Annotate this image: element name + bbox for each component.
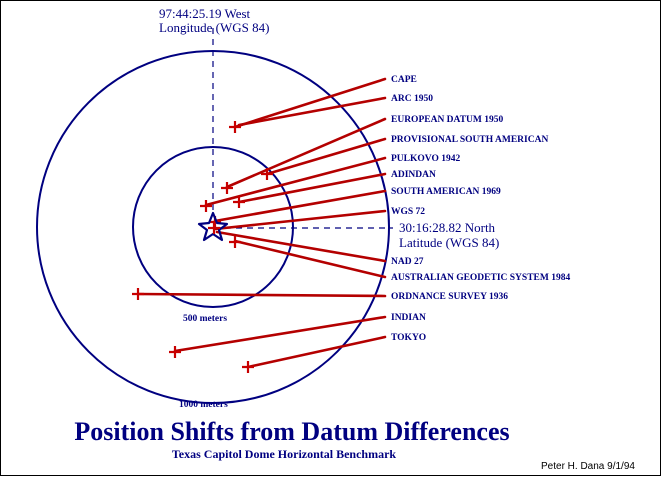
author-credit: Peter H. Dana 9/1/94 [541, 461, 635, 472]
datum-label-european-1950: EUROPEAN DATUM 1950 [391, 115, 503, 125]
page-title: Position Shifts from Datum Differences [74, 417, 509, 446]
outer-ring-label: 1000 meters [179, 400, 228, 410]
datum-markers [132, 121, 273, 373]
latitude-label: Latitude (WGS 84) [399, 235, 499, 250]
datum-label-ordnance-survey-1936: ORDNANCE SURVEY 1936 [391, 292, 508, 302]
datum-labels: CAPE ARC 1950 EUROPEAN DATUM 1950 PROVIS… [391, 75, 570, 343]
leader-line-european-1950 [225, 117, 387, 189]
datum-label-south-american-1969: SOUTH AMERICAN 1969 [391, 187, 501, 197]
marker-european-1950 [221, 182, 233, 194]
leader-line-wgs-72 [213, 209, 387, 231]
datum-shift-group [136, 77, 387, 369]
leader-line-tokyo [246, 335, 387, 369]
leader-line-pulkovo-1942 [204, 156, 387, 207]
marker-tokyo [242, 361, 254, 373]
marker-provisional-south-american [261, 168, 273, 180]
datum-label-arc-1950: ARC 1950 [391, 94, 433, 104]
page-subtitle: Texas Capitol Dome Horizontal Benchmark [172, 447, 397, 461]
marker-australian-1984 [229, 236, 241, 248]
leader-line-south-american-1969 [213, 189, 387, 223]
leader-line-arc-1950 [237, 96, 387, 127]
leader-line-australian-1984 [233, 239, 387, 279]
leader-line-cape [233, 77, 387, 129]
leader-line-adindan [237, 172, 387, 204]
marker-pulkovo-1942 [200, 200, 212, 212]
datum-label-nad-27: NAD 27 [391, 257, 424, 267]
leader-line-indian [173, 315, 387, 353]
latitude-value: 30:16:28.82 North [399, 220, 496, 235]
leader-line-nad-27 [215, 230, 387, 263]
marker-ordnance-survey-1936 [132, 288, 144, 300]
datum-label-provisional-south-american: PROVISIONAL SOUTH AMERICAN [391, 135, 548, 145]
marker-adindan [233, 196, 245, 208]
inner-ring-500m [132, 146, 294, 308]
wgs-marker [208, 222, 220, 234]
marker-indian [169, 346, 181, 358]
marker-cape-arc [229, 121, 241, 133]
datum-label-pulkovo-1942: PULKOVO 1942 [391, 154, 460, 164]
longitude-label: Longitude (WGS 84) [159, 20, 269, 35]
datum-label-cape: CAPE [391, 75, 417, 85]
leader-line-provisional-south-american [265, 137, 387, 176]
datum-label-tokyo: TOKYO [391, 333, 426, 343]
datum-label-adindan: ADINDAN [391, 170, 436, 180]
datum-label-indian: INDIAN [391, 313, 426, 323]
datum-label-wgs-72: WGS 72 [391, 207, 425, 217]
longitude-value: 97:44:25.19 West [159, 6, 251, 21]
leader-line-ordnance-survey-1936 [136, 292, 387, 298]
datum-label-australian-1984: AUSTRALIAN GEODETIC SYSTEM 1984 [391, 273, 570, 283]
inner-ring-label: 500 meters [183, 314, 227, 324]
